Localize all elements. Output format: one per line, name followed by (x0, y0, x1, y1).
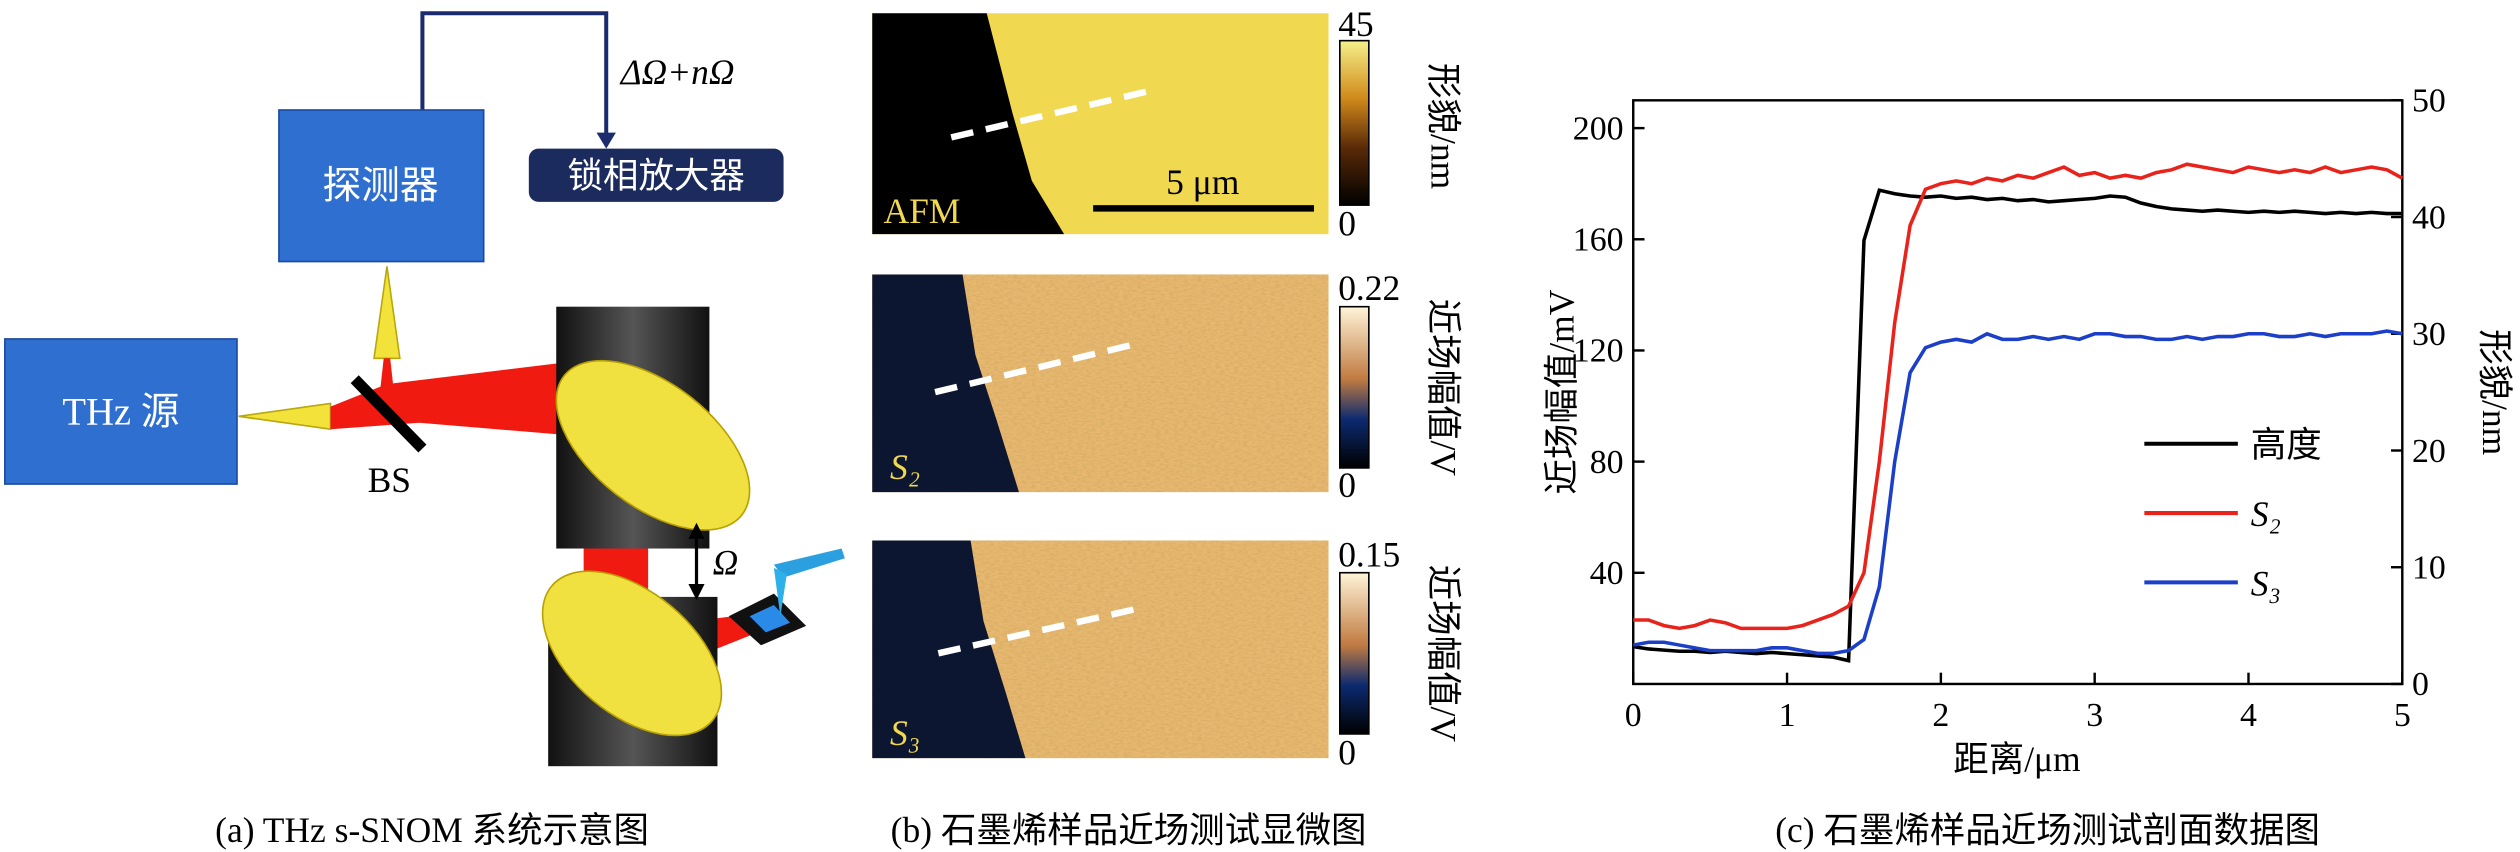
x-tick-label: 2 (1932, 697, 1949, 734)
omega-label: Ω (713, 542, 739, 582)
beam (380, 358, 394, 388)
colorbar-min: 0 (1338, 204, 1356, 244)
detector-label: 探测器 (322, 166, 438, 208)
colorbar-min: 0 (1338, 733, 1356, 773)
data-line (1632, 329, 2403, 656)
legend-label: 高度 (2251, 425, 2322, 465)
legend-label: S₃ (2251, 563, 2281, 603)
tip (773, 567, 787, 617)
image-label: S₂ (890, 447, 920, 487)
data-line (1633, 162, 2404, 631)
y2-tick-label: 40 (2412, 199, 2446, 236)
x-tick-label: 4 (2240, 697, 2257, 734)
beam-splitter (350, 375, 427, 453)
beam-cone (373, 266, 401, 360)
x-axis-label: 距离/μm (1953, 739, 2081, 779)
arrow (596, 132, 616, 149)
colorbar (1339, 571, 1370, 735)
colorbar-label: 形貌/nm (1424, 63, 1464, 190)
y2-tick-label: 10 (2412, 550, 2446, 587)
source-box (4, 338, 238, 485)
image-label: AFM (884, 191, 961, 231)
mirror (541, 570, 723, 737)
x-tick-label: 0 (1625, 697, 1642, 734)
panel-a: ΔΩ+nΩ 探测器 锁相放大器 THz 源 BS Ω (a) THz s-SNO… (4, 11, 845, 850)
y-tick-label: 80 (1590, 444, 1624, 481)
image-label: S₃ (890, 713, 920, 753)
scale-label: 5 μm (1166, 162, 1240, 202)
colorbar-label: 近场幅值/V (1424, 565, 1464, 743)
y2-tick-label: 30 (2412, 316, 2446, 353)
mirror (555, 359, 751, 531)
afm-substrate (872, 13, 1065, 235)
x-tick-label: 3 (2086, 697, 2103, 734)
detector-box (278, 109, 485, 263)
x-tick-label: 1 (1779, 697, 1796, 734)
y-axis-label: 近场幅值/mV (1542, 289, 1582, 494)
colorbar-max: 45 (1338, 4, 1373, 44)
x-tick-label: 5 (2394, 697, 2411, 734)
s2-substrate (872, 274, 1019, 493)
y2-axis-label: 形貌/nm (2475, 329, 2515, 456)
colorbar-label: 近场幅值/V (1424, 299, 1464, 477)
y2-tick-label: 20 (2412, 433, 2446, 470)
cantilever (773, 548, 845, 578)
caption: (b) 石墨烯样品近场测试显微图 (891, 810, 1367, 850)
caption: (c) 石墨烯样品近场测试剖面数据图 (1775, 810, 2320, 850)
colorbar-min: 0 (1338, 465, 1356, 505)
bs-label: BS (368, 460, 411, 500)
y2-tick-label: 0 (2412, 666, 2429, 703)
caption: (a) THz s-SNOM 系统示意图 (215, 810, 649, 850)
y-tick-label: 200 (1573, 110, 1624, 147)
colorbar (1339, 39, 1370, 206)
arrow (688, 522, 705, 539)
arrow (688, 584, 705, 601)
panel-c: 距离/μm 近场幅值/mV 形貌/nm (c) 石墨烯样品近场测试剖面数据图 0… (1542, 83, 2515, 850)
lockin-label: 锁相放大器 (568, 155, 745, 195)
colorbar-max: 0.22 (1338, 268, 1400, 308)
y-tick-label: 120 (1573, 333, 1624, 370)
data-line (1632, 188, 2403, 663)
signal-line (420, 11, 609, 143)
lockin-box (528, 148, 784, 202)
frequency-label: ΔΩ+nΩ (619, 52, 735, 92)
legend-label: S₂ (2251, 494, 2281, 534)
y2-tick-label: 50 (2412, 83, 2446, 120)
source-label: THz 源 (62, 391, 179, 433)
beam-cone (238, 402, 332, 431)
plot-frame (1632, 99, 2404, 686)
y-tick-label: 40 (1590, 555, 1624, 592)
colorbar (1339, 305, 1370, 469)
colorbar-max: 0.15 (1338, 534, 1400, 574)
panel-b: 5 μm AFM 45 0 形貌/nm S₂ 0.22 0 近场幅值/V S₃ … (872, 4, 1464, 850)
y-tick-label: 160 (1573, 222, 1624, 259)
